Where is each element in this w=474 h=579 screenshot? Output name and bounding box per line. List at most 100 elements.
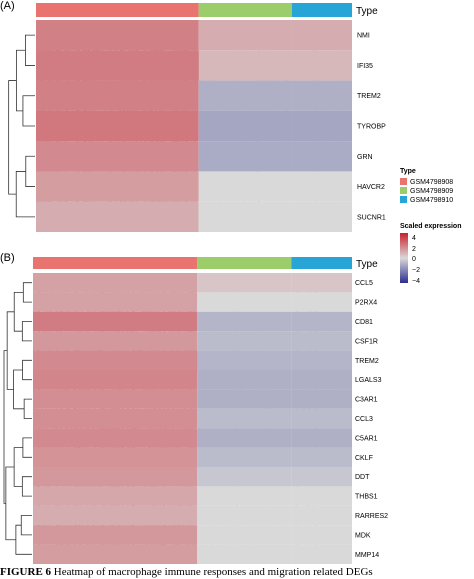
legend: Type GSM4798908 GSM4798909 GSM4798910 Sc… [400, 168, 461, 285]
row-label-c3ar1: C3AR1 [355, 397, 378, 404]
dendrogram-branch [20, 515, 32, 536]
dendrogram-branch [23, 398, 32, 419]
heatmap-cell [291, 20, 352, 51]
heatmap-cell [33, 311, 198, 332]
heatmap-cell [33, 525, 198, 545]
heatmap-cell [291, 447, 352, 467]
heatmap-cell [198, 201, 292, 232]
heatmap-cell [291, 505, 352, 526]
heatmap-cell [291, 525, 352, 545]
dendrogram-branch [5, 466, 16, 541]
dendrogram-branch [13, 447, 23, 487]
legend-color-scale-bar [400, 233, 408, 283]
heatmap-cell [291, 110, 352, 142]
row-label-tyrobp: TYROBP [357, 124, 386, 131]
row-label-c5ar1: C5AR1 [355, 435, 378, 442]
heatmap-cell [291, 544, 352, 564]
row-label-mdk: MDK [355, 532, 371, 539]
heatmap-cell [291, 80, 352, 111]
row-label-trem2: TREM2 [357, 93, 381, 100]
row-label-lgals3: LGALS3 [355, 377, 382, 384]
heatmap-cell [291, 50, 352, 81]
heatmap-cell [291, 141, 352, 172]
legend-scale-tick: −4 [412, 278, 420, 285]
dendrogram-branch [6, 311, 15, 390]
dendrogram-branch [15, 171, 35, 218]
heatmap-cell [197, 273, 292, 293]
heatmap-cell [198, 50, 292, 81]
legend-scale-tick: 2 [412, 246, 416, 253]
heatmap-cell [36, 50, 199, 81]
heatmap-cell [33, 505, 198, 526]
heatmap-cell [33, 467, 198, 487]
legend-type-title: Type [400, 168, 416, 175]
type-annotation-gsm4798909 [198, 3, 292, 17]
row-label-havcr2: HAVCR2 [357, 184, 385, 191]
heatmap-cell [197, 408, 292, 429]
row-label-cd81: CD81 [355, 319, 373, 326]
heatmap-cell [33, 428, 198, 448]
heatmap-cell [291, 486, 352, 506]
heatmap-cell [197, 331, 292, 351]
heatmap-cell [197, 544, 292, 564]
legend-scale-tick: 4 [412, 235, 416, 242]
heatmap-cell [33, 544, 198, 564]
row-label-grn: GRN [357, 154, 373, 161]
type-annotation-gsm4798908 [33, 257, 198, 269]
dendrogram-branch [15, 49, 26, 112]
dendrogram-branch [15, 524, 32, 555]
heatmap-cell [198, 141, 292, 172]
row-label-ddt: DDT [355, 474, 370, 481]
heatmap-cell [36, 80, 199, 111]
legend-scale-title: Scaled expression [400, 223, 461, 230]
heatmap-cell [197, 447, 292, 467]
heatmap-cell [291, 292, 352, 312]
figure-caption: FIGURE 6 Heatmap of macrophage immune re… [0, 566, 474, 579]
dendrogram-branch [25, 34, 35, 66]
heatmap-cell [197, 428, 292, 448]
heatmap-cell [197, 525, 292, 545]
heatmap-cell [33, 350, 198, 370]
dendrogram-branch [21, 476, 32, 497]
heatmap-cell [33, 389, 198, 409]
type-annotation-gsm4798908 [36, 3, 199, 17]
heatmap-cell [36, 141, 199, 172]
row-label-nmi: NMI [357, 33, 370, 40]
heatmap-cell [36, 20, 199, 51]
heatmap-panel-b: CCL5 P2RX4 CD81 CSF1R TREM2 LGALS3 C3AR1 CCL3 C5… [3, 257, 388, 564]
heatmap-cell [197, 389, 292, 409]
row-label-mmp14: MMP14 [355, 552, 379, 559]
dendrogram-branch [25, 155, 35, 187]
legend-label-gsm4798908: GSM4798908 [410, 179, 453, 186]
heatmap-cell [291, 408, 352, 429]
dendrogram-branch [22, 437, 32, 458]
legend-scale-tick: 0 [412, 256, 416, 263]
heatmap-cell [198, 20, 292, 51]
row-label-ccl5: CCL5 [355, 280, 373, 287]
row-label-cklf: CKLF [355, 455, 373, 462]
legend-swatch-gsm4798910 [400, 196, 407, 203]
dendrogram-branch [8, 80, 17, 195]
heatmap-cell [198, 110, 292, 142]
heatmap-cell [197, 486, 292, 506]
row-label-ifi35: IFI35 [357, 63, 373, 70]
heatmap-cell [291, 350, 352, 370]
heatmap-cell [33, 447, 198, 467]
legend-swatch-gsm4798908 [400, 178, 407, 185]
legend-swatch-gsm4798909 [400, 187, 407, 194]
row-label-sucnr1: SUCNR1 [357, 214, 386, 221]
dendrogram-branch [3, 350, 8, 504]
heatmap-panel-a: NMI IFI35 TREM2 TYROBP GRN HAVCR2 SUCNR1 [8, 3, 386, 232]
heatmap-cell [291, 467, 352, 487]
heatmap-cell [36, 110, 199, 142]
heatmap-cell [33, 292, 198, 312]
heatmap-cell [198, 80, 292, 111]
legend-scale-tick: −2 [412, 267, 420, 274]
heatmap-cell [36, 201, 199, 232]
heatmap-cell [291, 389, 352, 409]
heatmap-cell [291, 370, 352, 390]
heatmap-cell [33, 370, 198, 390]
heatmap-cell [291, 273, 352, 293]
figure-caption-label: FIGURE 6 [0, 566, 52, 578]
